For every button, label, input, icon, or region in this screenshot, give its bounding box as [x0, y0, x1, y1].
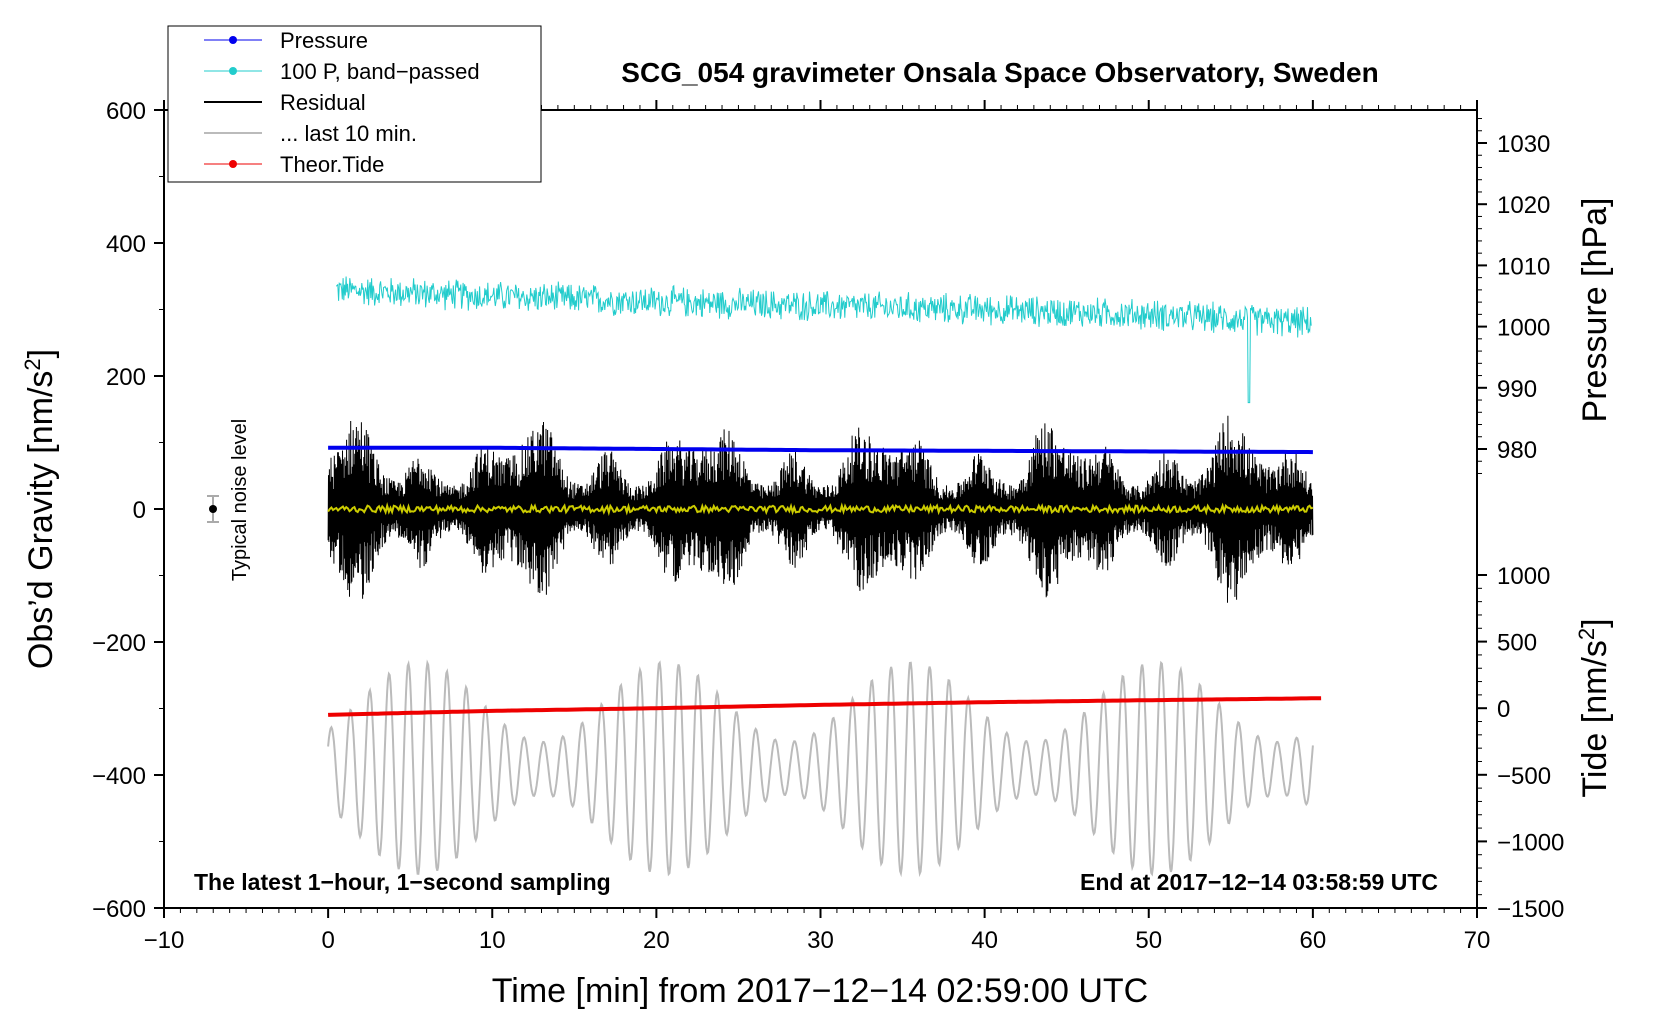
- tide-tick-label: −1500: [1497, 896, 1564, 923]
- legend-label: ... last 10 min.: [280, 121, 417, 146]
- y-tick-label: 200: [106, 364, 146, 391]
- noise-level-label: Typical noise level: [229, 419, 251, 581]
- series-layer: [327, 276, 1322, 878]
- y-tick-label: −400: [92, 763, 146, 790]
- pressure-tick-label: 1000: [1497, 315, 1550, 342]
- noise-level-label-group: Typical noise level: [229, 419, 251, 581]
- y-tick-label: −600: [92, 896, 146, 923]
- series-residual-line: [327, 415, 1314, 603]
- series-pressure-line: [328, 445, 1313, 455]
- chart-title: SCG_054 gravimeter Onsala Space Observat…: [621, 57, 1378, 88]
- legend-box: [167, 25, 542, 183]
- legend-marker: [229, 67, 237, 75]
- tide-axis-label-main: Tide [nm/s: [1576, 640, 1614, 797]
- y-axis-label-left-end: ]: [22, 349, 60, 358]
- x-tick-label: 30: [807, 927, 834, 954]
- legend-items: Pressure 100 P, band−passed Residual ... la…: [204, 28, 480, 177]
- noise-level-marker: [207, 495, 219, 523]
- y-axis-label-tide: Tide [nm/s2]: [1574, 618, 1614, 797]
- pressure-axis-label: Pressure [hPa]: [1576, 198, 1614, 423]
- x-tick-label: −10: [144, 927, 185, 954]
- y-tick-label: 0: [133, 497, 146, 524]
- y-axis-label-left-sup: 2: [20, 358, 45, 370]
- tide-tick-label: 500: [1497, 630, 1537, 657]
- ticks-layer: −10 0 10 20 30 40 50 60 706004002000−200−400−600…: [92, 98, 1564, 954]
- legend-marker: [229, 36, 237, 44]
- x-tick-label: 60: [1300, 927, 1327, 954]
- series-bandpassed-residual-line: [327, 501, 1314, 517]
- tide-tick-label: −1000: [1497, 829, 1564, 856]
- x-tick-label: 50: [1135, 927, 1162, 954]
- tide-axis-label-end: ]: [1576, 618, 1614, 627]
- y-axis-label-left-main: Obs’d Gravity [nm/s: [22, 371, 60, 670]
- tide-tick-label: 0: [1497, 696, 1510, 723]
- y-axis-label-left: Obs’d Gravity [nm/s2]: [20, 349, 60, 669]
- legend-label: 100 P, band−passed: [280, 59, 480, 84]
- legend: Pressure 100 P, band−passed Residual ... la…: [167, 25, 542, 183]
- pressure-tick-label: 990: [1497, 376, 1537, 403]
- svg-text:Tide [nm/s2]: Tide [nm/s2]: [1574, 618, 1614, 797]
- series-bandpassed-pressure-line: [335, 276, 1312, 404]
- end-time-note: End at 2017−12−14 03:58:59 UTC: [1080, 869, 1438, 895]
- x-axis-label: Time [min] from 2017−12−14 02:59:00 UTC: [492, 972, 1148, 1010]
- x-tick-label: 40: [971, 927, 998, 954]
- x-tick-label: 10: [479, 927, 506, 954]
- y-tick-label: 600: [106, 98, 146, 125]
- legend-label: Pressure: [280, 28, 368, 53]
- y-tick-label: 400: [106, 231, 146, 258]
- legend-label: Theor.Tide: [280, 152, 384, 177]
- tide-axis-label-sup: 2: [1574, 628, 1599, 640]
- y-axis-label-pressure: Pressure [hPa]: [1576, 198, 1614, 423]
- series-last-10-min-line: [327, 659, 1314, 878]
- pressure-tick-label: 1010: [1497, 253, 1550, 280]
- x-tick-label: 20: [643, 927, 670, 954]
- pressure-tick-label: 980: [1497, 437, 1537, 464]
- x-tick-label: 0: [321, 927, 334, 954]
- tide-tick-label: −500: [1497, 763, 1551, 790]
- pressure-tick-label: 1020: [1497, 192, 1550, 219]
- y-tick-label: −200: [92, 630, 146, 657]
- pressure-tick-label: 1030: [1497, 131, 1550, 158]
- tide-tick-label: 1000: [1497, 563, 1550, 590]
- sampling-note: The latest 1−hour, 1−second sampling: [194, 869, 611, 895]
- legend-marker: [229, 160, 237, 168]
- x-tick-label: 70: [1464, 927, 1491, 954]
- legend-label: Residual: [280, 90, 366, 115]
- noise-dot: [209, 505, 217, 513]
- svg-text:Obs’d Gravity [nm/s2]: Obs’d Gravity [nm/s2]: [20, 349, 60, 669]
- series-theoretical-tide-line: [328, 696, 1322, 717]
